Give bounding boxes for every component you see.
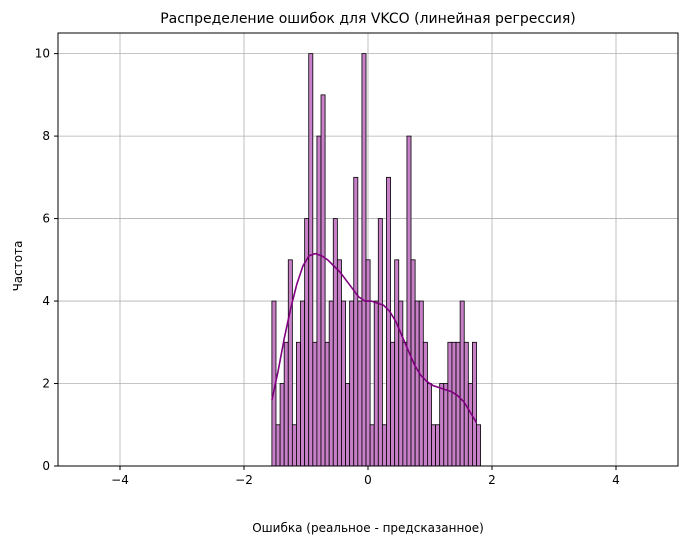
histogram-bar-24 [369,424,375,467]
histogram-bar-27 [381,424,387,467]
histogram-bar-31 [398,300,404,467]
histogram-bar-10 [312,341,318,467]
histogram-bar-3 [283,341,289,467]
histogram-bar-32 [402,341,408,467]
y-axis-label: Частота [11,241,25,292]
histogram-bar-49 [472,341,477,467]
histogram-bar-23 [365,259,371,467]
histogram-bar-22 [361,53,367,467]
histogram-bar-37 [422,341,428,467]
histogram-bar-40 [435,424,441,467]
x-axis-label: Ошибка (реальное - предсказанное) [252,521,484,535]
histogram-bar-21 [357,300,363,467]
y-tick-label-0: 0 [42,459,50,473]
histogram-bar-17 [341,300,346,467]
histogram-bar-29 [390,341,396,467]
histogram-bar-13 [324,341,330,467]
histogram-bar-12 [320,94,326,467]
histogram-bar-5 [291,424,297,467]
histogram-bars [271,53,481,467]
x-tick-label-2: 0 [364,473,372,487]
histogram-bar-43 [447,341,453,467]
histogram-bar-38 [426,383,432,467]
histogram-bar-9 [308,53,314,467]
histogram-bar-36 [418,300,424,467]
histogram-bar-48 [467,383,473,467]
y-tick-label-4: 8 [42,129,50,143]
histogram-bar-39 [431,424,436,467]
x-tick-label-3: 2 [488,473,496,487]
chart-title: Распределение ошибок для VKCO (линейная … [160,11,576,27]
histogram-bar-20 [353,176,359,467]
y-tick-label-5: 10 [35,47,50,61]
histogram-bar-26 [377,218,383,467]
histogram-bar-18 [345,383,351,467]
histogram-bar-2 [279,383,285,467]
histogram-bar-15 [332,218,338,467]
x-tick-label-1: −2 [235,473,253,487]
histogram-bar-11 [316,135,322,467]
x-tick-label-0: −4 [111,473,129,487]
histogram-bar-14 [328,300,334,467]
histogram-bar-33 [406,135,412,467]
histogram-bar-35 [414,300,420,467]
histogram-bar-30 [394,259,400,467]
histogram-bar-6 [296,341,301,467]
histogram-bar-16 [336,259,342,467]
histogram-bar-42 [443,383,449,467]
x-tick-label-4: 4 [612,473,620,487]
y-tick-label-2: 4 [42,294,50,308]
histogram-bar-50 [476,424,481,467]
y-tick-label-3: 6 [42,212,50,226]
y-axis-ticks: 0 2 4 6 8 10 [35,47,58,473]
histogram-bar-19 [349,300,355,467]
grid-lines [58,33,678,467]
histogram-bar-28 [386,176,391,467]
histogram-bar-46 [459,300,465,467]
kde-curve [271,252,478,424]
histogram-bar-1 [275,424,281,467]
x-axis-ticks: −4 −2 0 2 4 [111,466,620,487]
y-tick-label-1: 2 [42,377,50,391]
histogram-bar-25 [373,300,379,467]
histogram-bar-45 [455,341,461,467]
histogram-bar-7 [300,300,306,467]
histogram-bar-4 [287,259,293,467]
histogram-bar-8 [304,218,310,467]
histogram-bar-41 [439,383,445,467]
histogram-bar-44 [451,341,457,467]
